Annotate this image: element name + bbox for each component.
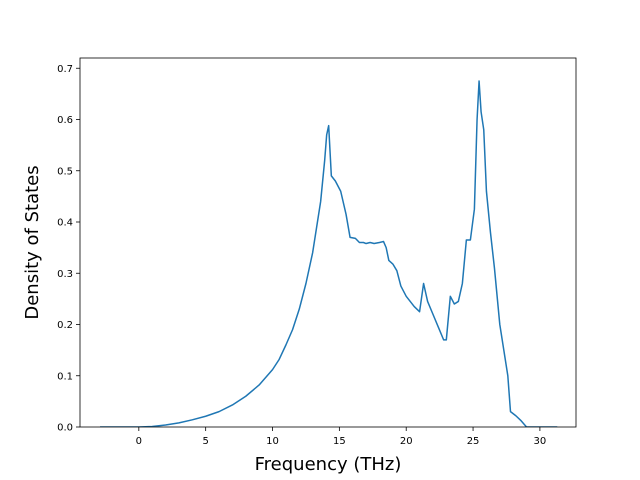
y-tick-label: 0.4	[57, 218, 73, 229]
y-tick-label: 0.2	[57, 320, 73, 331]
x-tick-label: 20	[400, 436, 413, 447]
y-axis-ticks: 0.0 0.1 0.2 0.3 0.4 0.5 0.6 0.7	[57, 64, 80, 434]
axes-frame	[79, 57, 577, 428]
y-tick-label: 0.1	[57, 371, 73, 382]
x-axis-ticks: 0 5 10 15 20 25 30	[136, 427, 547, 447]
x-tick-label: 0	[136, 436, 142, 447]
y-tick-label: 0.7	[57, 64, 73, 75]
plot-area	[100, 80, 558, 427]
y-tick-label: 0.5	[57, 166, 73, 177]
y-tick-label: 0.6	[57, 115, 73, 126]
y-axis-label: Density of States	[22, 165, 43, 319]
x-tick-label: 30	[534, 436, 547, 447]
x-axis-label: Frequency (THz)	[255, 454, 402, 475]
y-tick-label: 0.3	[57, 269, 73, 280]
y-tick-label: 0.0	[57, 423, 73, 434]
dos-series-line	[100, 80, 558, 427]
x-tick-label: 10	[266, 436, 279, 447]
x-tick-label: 5	[202, 436, 208, 447]
x-tick-label: 25	[467, 436, 480, 447]
x-tick-label: 15	[333, 436, 346, 447]
